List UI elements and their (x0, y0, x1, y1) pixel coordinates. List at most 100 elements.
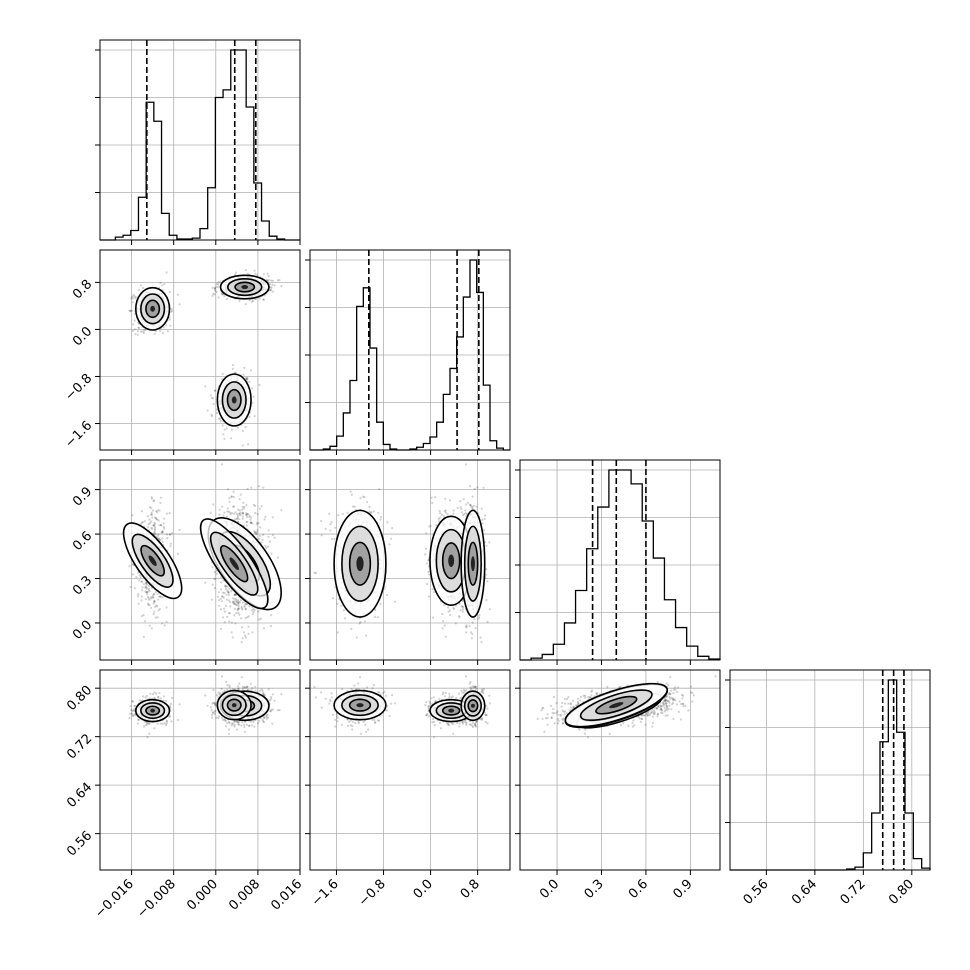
sample-point (227, 591, 230, 594)
sample-point (268, 282, 271, 285)
sample-point (246, 520, 249, 524)
sample-point (161, 531, 164, 534)
sample-point (267, 278, 271, 282)
sample-point (267, 535, 270, 538)
sample-point (243, 634, 247, 637)
sample-point (244, 608, 247, 611)
sample-point (444, 509, 447, 512)
sample-point (160, 524, 163, 527)
sample-point (250, 486, 253, 489)
sample-point (150, 497, 154, 500)
sample-point (128, 565, 131, 568)
sample-point (234, 598, 238, 601)
sample-point (365, 634, 368, 637)
sample-point (144, 586, 147, 589)
sample-point (215, 290, 218, 293)
sample-point (134, 297, 137, 300)
sample-point (253, 415, 256, 418)
sample-point (260, 505, 263, 508)
sample-point (219, 597, 222, 601)
sample-point (152, 524, 156, 527)
sample-point (441, 612, 444, 616)
sample-point (246, 272, 249, 275)
sample-point (465, 624, 468, 627)
sample-point (159, 538, 162, 542)
sample-point (459, 609, 462, 612)
sample-point (337, 514, 340, 517)
sample-point (245, 524, 248, 527)
sample-point (481, 518, 484, 522)
sample-point (465, 463, 468, 466)
sample-point (218, 599, 221, 602)
sample-point (222, 433, 225, 436)
sample-point (224, 587, 227, 591)
sample-point (230, 428, 234, 431)
sample-point (270, 279, 273, 282)
sample-point (482, 486, 485, 489)
sample-point (244, 425, 247, 429)
sample-point (153, 522, 156, 526)
sample-point (269, 285, 272, 289)
sample-point (461, 605, 464, 609)
sample-point (470, 637, 473, 640)
sample-point (144, 598, 147, 601)
sample-point (485, 568, 488, 571)
sample-point (262, 486, 265, 489)
sample-point (153, 600, 156, 603)
sample-point (151, 509, 155, 512)
sample-point (165, 533, 168, 536)
sample-point (452, 606, 455, 609)
sample-point (227, 593, 230, 597)
sample-point (246, 376, 249, 379)
sample-point (139, 284, 142, 287)
sample-point (135, 576, 138, 579)
sample-point (158, 607, 161, 611)
sample-point (393, 600, 397, 603)
sample-point (132, 293, 135, 296)
sample-point (153, 521, 156, 524)
sample-point (152, 593, 156, 596)
sample-point (153, 530, 156, 534)
sample-point (139, 330, 143, 333)
density-peak (229, 557, 239, 570)
sample-point (148, 590, 151, 593)
sample-point (474, 627, 477, 630)
scatter-panel-2-0-frame (99, 459, 301, 661)
sample-point (141, 286, 145, 290)
sample-point (213, 288, 217, 291)
sample-point (132, 700, 135, 703)
sample-point (237, 601, 240, 604)
sample-point (233, 593, 237, 596)
sample-point (258, 297, 261, 300)
sample-point (150, 513, 153, 517)
sample-point (147, 584, 151, 587)
sample-point (235, 517, 238, 520)
sample-point (151, 596, 155, 599)
sample-point (178, 528, 181, 532)
sample-point (153, 524, 156, 527)
sample-point (251, 522, 254, 525)
sample-point (176, 293, 180, 296)
sample-point (233, 607, 236, 611)
sample-point (212, 503, 215, 506)
sample-point (159, 281, 162, 284)
sample-point (438, 520, 441, 523)
sample-point (458, 616, 461, 619)
sample-point (258, 534, 261, 538)
sample-point (433, 591, 436, 594)
sample-point (131, 301, 134, 304)
sample-point (431, 501, 434, 505)
sample-point (219, 419, 222, 422)
sample-point (478, 614, 481, 617)
sample-point (226, 488, 229, 491)
sample-point (162, 522, 165, 525)
sample-point (258, 383, 261, 386)
sample-point (260, 541, 263, 544)
sample-point (150, 506, 153, 510)
sample-point (333, 537, 336, 541)
sample-point (486, 580, 489, 583)
sample-point (444, 497, 447, 500)
sample-point (368, 505, 371, 508)
sample-point (447, 610, 450, 613)
sample-point (460, 511, 464, 514)
